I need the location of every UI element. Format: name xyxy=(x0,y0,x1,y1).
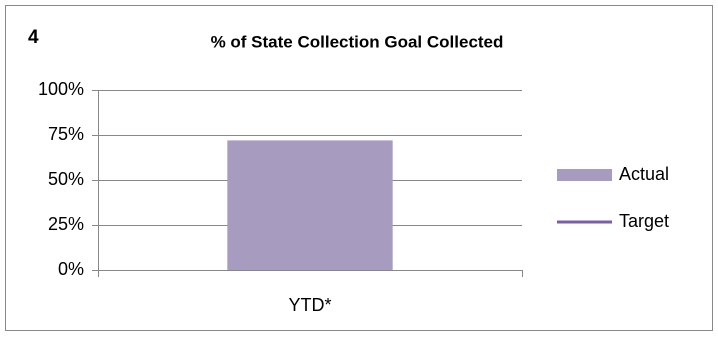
bar xyxy=(227,140,393,270)
legend-label: Actual xyxy=(619,164,669,184)
y-tick-label: 0% xyxy=(58,259,84,279)
y-tick-label: 100% xyxy=(38,79,84,99)
x-tick-label: YTD* xyxy=(288,295,331,315)
chart-title: % of State Collection Goal Collected xyxy=(211,32,504,51)
legend-label: Target xyxy=(619,211,669,231)
y-tick-label: 25% xyxy=(48,214,84,234)
legend-swatch xyxy=(557,169,612,181)
chart-label: 4 xyxy=(28,27,39,48)
y-tick-label: 50% xyxy=(48,169,84,189)
y-tick-label: 75% xyxy=(48,124,84,144)
